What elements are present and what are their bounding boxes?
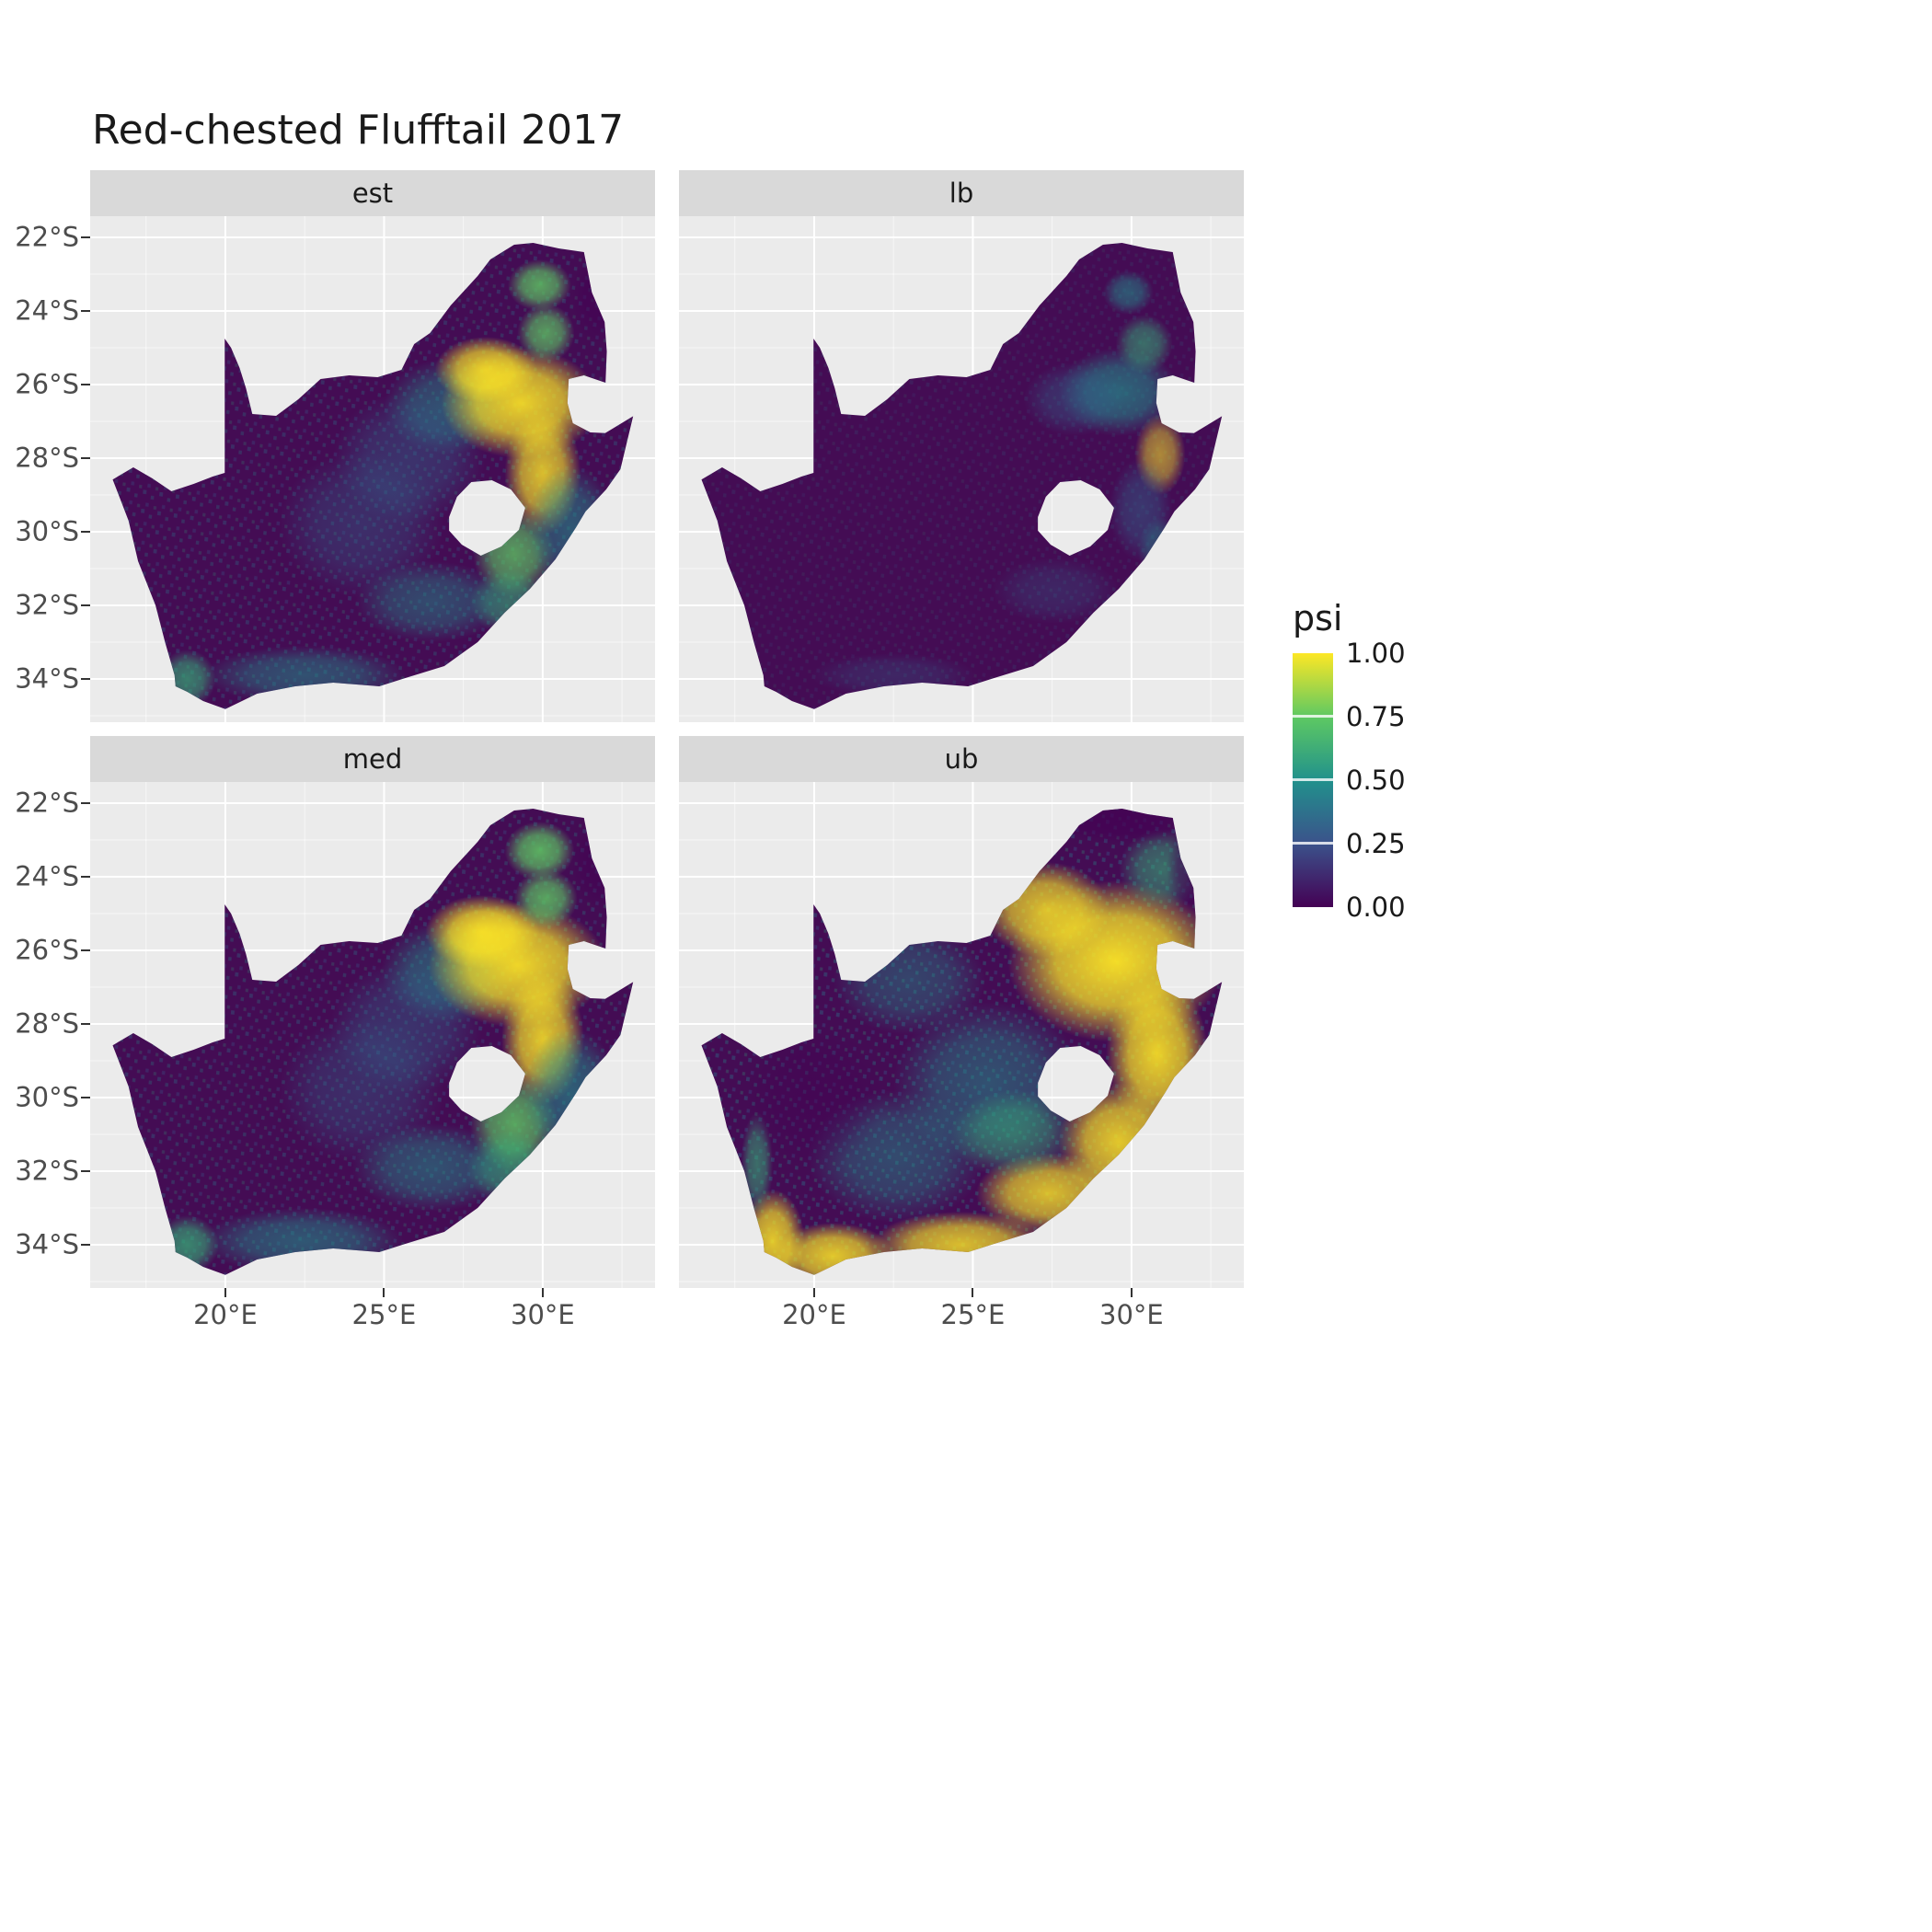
facet-strip-lb: lb	[679, 170, 1244, 216]
legend-label: 0.25	[1346, 828, 1406, 859]
legend-colorbar-tick	[1293, 715, 1333, 718]
y-tick-label: 24°S	[15, 860, 79, 892]
x-tick-label: 20°E	[782, 1299, 846, 1330]
legend-colorbar-tick	[1293, 778, 1333, 781]
y-axis-tick	[81, 604, 90, 606]
y-axis-tick	[81, 1097, 90, 1098]
map-panel-lb	[679, 216, 1244, 722]
y-tick-label: 30°S	[15, 1081, 79, 1113]
legend-label: 0.00	[1346, 891, 1406, 923]
x-axis-tick	[1130, 1288, 1133, 1297]
y-tick-label: 30°S	[15, 515, 79, 547]
y-axis-tick	[81, 876, 90, 878]
x-axis-tick	[812, 1288, 815, 1297]
map-svg-ub	[679, 782, 1244, 1288]
legend-label: 1.00	[1346, 638, 1406, 669]
y-axis-tick	[81, 678, 90, 680]
y-tick-label: 28°S	[15, 442, 79, 474]
map-svg-lb	[679, 216, 1244, 722]
x-tick-label: 30°E	[511, 1299, 575, 1330]
y-tick-label: 34°S	[15, 662, 79, 695]
y-axis-tick	[81, 236, 90, 238]
y-axis-tick	[81, 949, 90, 951]
map-panel-est	[90, 216, 655, 722]
y-axis-tick	[81, 310, 90, 312]
x-axis-tick	[224, 1288, 226, 1297]
y-tick-label: 22°S	[15, 787, 79, 819]
y-tick-label: 22°S	[15, 221, 79, 253]
legend-colorbar-tick	[1293, 842, 1333, 845]
y-axis-tick	[81, 384, 90, 385]
facet-label-med: med	[342, 743, 403, 775]
y-axis-tick	[81, 802, 90, 804]
facet-label-ub: ub	[944, 743, 979, 775]
legend-label: 0.50	[1346, 765, 1406, 796]
y-axis-tick	[81, 1244, 90, 1246]
y-axis-tick	[81, 531, 90, 533]
map-panel-med	[90, 782, 655, 1288]
y-axis-tick	[81, 457, 90, 459]
y-tick-label: 26°S	[15, 368, 79, 400]
map-svg-med	[90, 782, 655, 1288]
x-tick-label: 20°E	[193, 1299, 258, 1330]
facet-label-lb: lb	[949, 178, 974, 209]
facet-strip-est: est	[90, 170, 655, 216]
x-axis-tick	[383, 1288, 385, 1297]
x-tick-label: 25°E	[351, 1299, 417, 1330]
facet-strip-ub: ub	[679, 736, 1244, 782]
y-tick-label: 24°S	[15, 294, 79, 327]
y-tick-label: 28°S	[15, 1007, 79, 1040]
y-tick-label: 26°S	[15, 934, 79, 966]
facet-strip-med: med	[90, 736, 655, 782]
y-tick-label: 32°S	[15, 1155, 79, 1187]
y-tick-label: 34°S	[15, 1228, 79, 1260]
y-tick-label: 32°S	[15, 589, 79, 621]
x-tick-label: 30°E	[1099, 1299, 1164, 1330]
x-tick-label: 25°E	[940, 1299, 1006, 1330]
x-axis-tick	[972, 1288, 974, 1297]
map-panel-ub	[679, 782, 1244, 1288]
facet-label-est: est	[351, 178, 394, 209]
legend-label: 0.75	[1346, 701, 1406, 732]
legend-title: psi	[1293, 598, 1343, 638]
y-axis-tick	[81, 1170, 90, 1172]
x-axis-tick	[541, 1288, 544, 1297]
y-axis-tick	[81, 1023, 90, 1025]
map-svg-est	[90, 216, 655, 722]
plot-title: Red-chested Flufftail 2017	[92, 107, 625, 154]
